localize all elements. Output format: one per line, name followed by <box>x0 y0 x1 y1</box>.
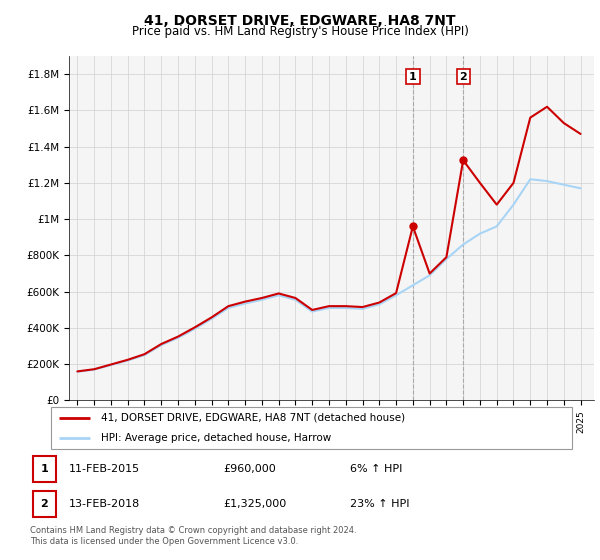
Text: 2: 2 <box>40 499 48 509</box>
Text: 23% ↑ HPI: 23% ↑ HPI <box>350 499 410 509</box>
Text: Contains HM Land Registry data © Crown copyright and database right 2024.
This d: Contains HM Land Registry data © Crown c… <box>30 526 356 546</box>
Text: £960,000: £960,000 <box>223 464 276 474</box>
Text: 41, DORSET DRIVE, EDGWARE, HA8 7NT: 41, DORSET DRIVE, EDGWARE, HA8 7NT <box>144 14 456 28</box>
Text: 1: 1 <box>40 464 48 474</box>
Text: HPI: Average price, detached house, Harrow: HPI: Average price, detached house, Harr… <box>101 433 331 443</box>
Text: 1: 1 <box>409 72 417 82</box>
Bar <box>33 491 56 517</box>
Bar <box>33 456 56 482</box>
FancyBboxPatch shape <box>50 407 572 449</box>
Text: £1,325,000: £1,325,000 <box>223 499 286 509</box>
Text: Price paid vs. HM Land Registry's House Price Index (HPI): Price paid vs. HM Land Registry's House … <box>131 25 469 38</box>
Text: 2: 2 <box>459 72 467 82</box>
Text: 6% ↑ HPI: 6% ↑ HPI <box>350 464 403 474</box>
Text: 13-FEB-2018: 13-FEB-2018 <box>68 499 140 509</box>
Text: 41, DORSET DRIVE, EDGWARE, HA8 7NT (detached house): 41, DORSET DRIVE, EDGWARE, HA8 7NT (deta… <box>101 413 405 423</box>
Text: 11-FEB-2015: 11-FEB-2015 <box>68 464 140 474</box>
